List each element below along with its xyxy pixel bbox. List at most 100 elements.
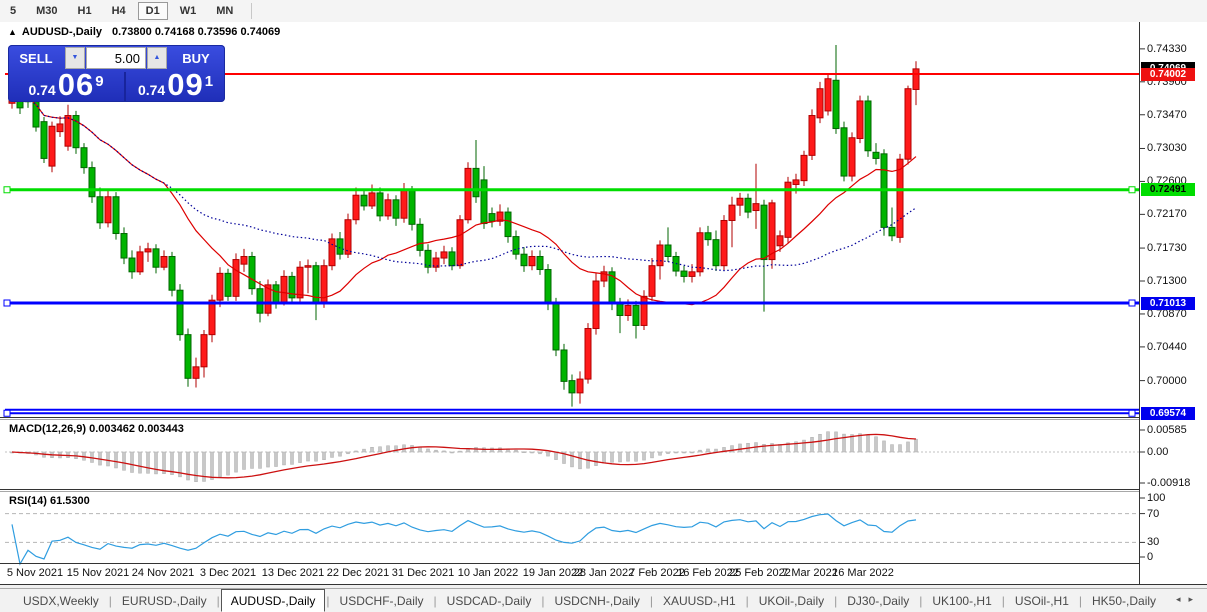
low-support-line-b-right-handle[interactable] — [1128, 409, 1136, 417]
buy-button[interactable]: BUY — [182, 50, 210, 66]
axis-ticks — [34, 48, 1145, 585]
volume-increase-button[interactable]: ▲ — [147, 47, 167, 69]
symbol-tab-dj30-daily[interactable]: DJ30-,Daily — [847, 594, 910, 608]
symbol-tab-usoil-h1[interactable]: USOil-,H1 — [1014, 594, 1069, 608]
symbol-tab-xauusd-h1[interactable]: XAUUSD-,H1 — [662, 594, 736, 608]
support-line-left-handle[interactable] — [3, 299, 11, 307]
tab-separator: | — [745, 594, 749, 608]
low-support-line-b-left-handle[interactable] — [3, 409, 11, 417]
price-axis-label: 0.71730 — [1147, 242, 1187, 255]
date-axis-label: 13 Dec 2021 — [261, 567, 325, 579]
symbol-tab-hk50-daily[interactable]: HK50-,Daily — [1092, 594, 1157, 608]
symbol-tab-eurusd-daily[interactable]: EURUSD-,Daily — [121, 594, 207, 608]
price-axis-label: 0.70870 — [1147, 307, 1187, 320]
macd-signal-line — [11, 433, 917, 479]
timeframe-toolbar: 5 M30 H1 H4 D1 W1 MN — [0, 0, 1207, 23]
macd-indicator-label: MACD(12,26,9) 0.003462 0.003443 — [9, 423, 184, 435]
price-badge-0.74002: 0.74002 — [1141, 67, 1195, 81]
buy-price-prefix: 0.74 — [137, 82, 166, 98]
timeframe-button-H1[interactable]: H1 — [77, 5, 92, 17]
tabs-scroll-right-icon[interactable]: ▸ — [1188, 594, 1201, 604]
date-axis-label: 28 Jan 2022 — [573, 567, 635, 579]
sell-button[interactable]: SELL — [19, 50, 53, 66]
pane-separator[interactable] — [0, 417, 1140, 418]
symbol-tab-usdcad-daily[interactable]: USDCAD-,Daily — [446, 594, 532, 608]
timeframe-button-H4[interactable]: H4 — [111, 5, 126, 17]
timeframe-button-MN[interactable]: MN — [216, 5, 234, 17]
date-axis-label: 10 Jan 2022 — [457, 567, 519, 579]
price-axis-label: 0.73030 — [1147, 142, 1187, 155]
symbol-tab-usdx-weekly[interactable]: USDX,Weekly — [23, 594, 99, 608]
symbol-tab-usdchf-daily[interactable]: USDCHF-,Daily — [339, 594, 424, 608]
date-axis-label: 19 Jan 2022 — [522, 567, 584, 579]
chart-title-row: ▲ AUDUSD-,Daily 0.73800 0.74168 0.73596 0.… — [8, 26, 280, 38]
rsi-axis-label: 100 — [1147, 492, 1166, 504]
rsi-axis-label: 70 — [1147, 507, 1160, 520]
ma-fast-line[interactable] — [11, 81, 917, 306]
macd-axis-label: 0.00 — [1147, 446, 1169, 458]
date-axis-label: 16 Mar 2022 — [832, 567, 894, 579]
symbol-period-label: AUDUSD-,Daily — [21, 26, 102, 38]
chart-bottom-border — [0, 584, 1207, 585]
collapse-panel-icon[interactable]: ▲ — [8, 27, 17, 37]
ohlc-values: 0.73800 0.74168 0.73596 0.74069 — [112, 26, 281, 38]
pane-separator-shade — [0, 491, 1140, 492]
rsi-axis-label: 0 — [1147, 551, 1154, 563]
date-axis-label: 15 Nov 2021 — [66, 567, 130, 579]
pane-separator — [0, 563, 1140, 564]
volume-input[interactable] — [86, 47, 146, 69]
symbol-tab-bar: USDX,Weekly | EURUSD-,Daily | AUDUSD-,Daily |… — [0, 588, 1207, 612]
mid-support-line-right-handle[interactable] — [1128, 186, 1136, 194]
date-axis-label: 31 Dec 2021 — [391, 567, 455, 579]
symbol-tab-uk100-h1[interactable]: UK100-,H1 — [932, 594, 992, 608]
macd-histogram — [10, 431, 918, 482]
buy-price-display[interactable]: 0.74 09 1 — [126, 67, 225, 102]
date-axis-label: 3 Dec 2021 — [199, 567, 257, 579]
timeframe-button-M30[interactable]: M30 — [36, 5, 58, 17]
price-axis-label: 0.73470 — [1147, 108, 1187, 121]
price-axis-separator — [1139, 22, 1140, 584]
price-axis-label: 0.71300 — [1147, 275, 1187, 287]
tab-separator: | — [326, 594, 330, 608]
rsi-indicator-label: RSI(14) 61.5300 — [9, 495, 90, 507]
buy-price-big-digits: 09 — [167, 67, 204, 102]
date-axis-label: 7 Feb 2022 — [629, 567, 685, 579]
symbol-tab-audusd-daily[interactable]: AUDUSD-,Daily — [220, 588, 326, 612]
macd-axis-label: 0.00585 — [1147, 424, 1187, 436]
tab-separator: | — [541, 594, 545, 608]
tab-separator: | — [834, 594, 838, 608]
mid-support-line-left-handle[interactable] — [3, 186, 11, 194]
rsi-line — [11, 513, 917, 566]
buy-price-pipette: 1 — [204, 73, 214, 90]
date-axis-label: 7 Mar 2022 — [782, 567, 838, 579]
tab-separator: | — [108, 594, 112, 608]
tabs-scroll-left-icon[interactable]: ◂ — [1175, 594, 1189, 604]
timeframe-button-5[interactable]: 5 — [10, 5, 17, 17]
support-line-right-handle[interactable] — [1128, 299, 1136, 307]
candles-layer — [8, 45, 920, 407]
price-axis-label: 0.70440 — [1147, 340, 1187, 353]
macd-axis-label: -0.00918 — [1147, 477, 1191, 489]
sell-price-display[interactable]: 0.74 06 9 — [8, 69, 126, 101]
pane-separator-shade — [0, 419, 1140, 420]
one-click-trading-panel: SELL ▼ ▲ BUY 0.74 06 9 0.74 09 1 — [8, 45, 225, 102]
date-axis-label: 5 Nov 2021 — [6, 567, 64, 579]
date-axis-label: 25 Feb 2022 — [729, 567, 791, 579]
tab-scroll-arrows: ◂▸ — [1176, 594, 1201, 605]
symbol-tab-usdcnh-daily[interactable]: USDCNH-,Daily — [554, 594, 640, 608]
tab-separator: | — [649, 594, 653, 608]
pane-separator[interactable] — [0, 489, 1140, 490]
price-axis-label: 0.72170 — [1147, 208, 1187, 221]
volume-decrease-button[interactable]: ▼ — [65, 47, 85, 69]
price-axis-label: 0.70000 — [1147, 374, 1187, 387]
tab-separator: | — [1078, 594, 1083, 608]
date-axis-label: 24 Nov 2021 — [131, 567, 195, 579]
tab-separator: | — [1001, 594, 1005, 608]
tab-separator: | — [216, 594, 220, 608]
timeframe-button-W1[interactable]: W1 — [179, 5, 197, 17]
chart-canvas[interactable] — [0, 22, 1207, 585]
timeframe-button-D1[interactable]: D1 — [137, 2, 168, 20]
toolbar-separator — [251, 3, 253, 19]
symbol-tab-ukoil-daily[interactable]: UKOil-,Daily — [758, 594, 825, 608]
